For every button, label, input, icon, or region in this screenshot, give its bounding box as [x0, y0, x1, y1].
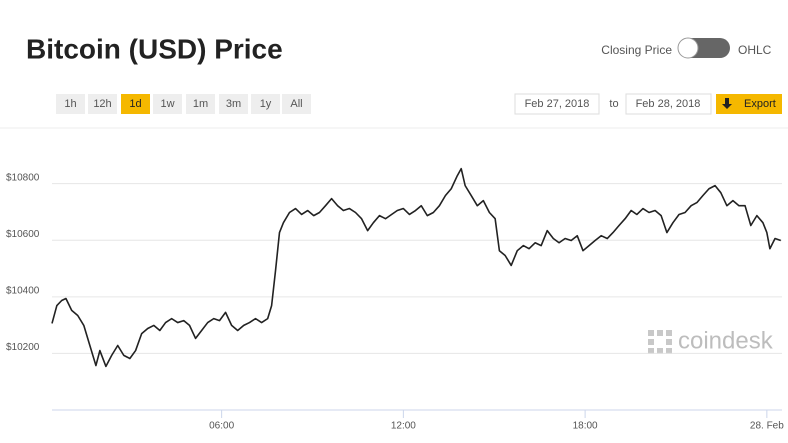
x-tick-label: 06:00: [209, 421, 234, 432]
export-icon: [722, 98, 732, 109]
range-label: 1d: [129, 98, 141, 110]
y-tick-label: $10400: [6, 285, 40, 296]
range-button[interactable]: [186, 94, 215, 114]
watermark-dot: [648, 330, 654, 336]
range-button[interactable]: [121, 94, 150, 114]
chart-title: Bitcoin (USD) Price: [26, 33, 283, 64]
range-label: 1y: [260, 98, 272, 110]
x-tick-label: 28. Feb: [750, 421, 784, 432]
range-button[interactable]: [88, 94, 117, 114]
range-label: 1m: [193, 98, 208, 110]
range-label: 1h: [64, 98, 76, 110]
date-to: Feb 28, 2018: [636, 98, 701, 110]
x-tick-label: 12:00: [391, 421, 416, 432]
range-button[interactable]: [56, 94, 85, 114]
range-label: 12h: [93, 98, 111, 110]
range-label: All: [290, 98, 302, 110]
date-separator: to: [609, 98, 618, 110]
range-label: 3m: [226, 98, 241, 110]
price-line: [51, 167, 782, 368]
y-tick-label: $10200: [6, 342, 40, 353]
watermark-dot: [648, 339, 654, 345]
export-button[interactable]: [716, 94, 782, 114]
toggle-left-label: Closing Price: [601, 43, 672, 57]
watermark: coindesk: [648, 327, 774, 354]
range-button[interactable]: [153, 94, 182, 114]
date-from: Feb 27, 2018: [525, 98, 590, 110]
watermark-dot: [666, 348, 672, 354]
range-button[interactable]: [282, 94, 311, 114]
date-input[interactable]: [514, 93, 600, 115]
y-tick-label: $10800: [6, 172, 40, 183]
range-button[interactable]: [251, 94, 280, 114]
watermark-dot: [657, 348, 663, 354]
range-label: 1w: [160, 98, 174, 110]
date-input[interactable]: [625, 93, 712, 115]
watermark-text: coindesk: [678, 327, 774, 354]
watermark-dot: [657, 330, 663, 336]
y-tick-label: $10600: [6, 229, 40, 240]
toggle-knob[interactable]: [677, 37, 699, 59]
x-tick-label: 18:00: [573, 421, 598, 432]
toggle-right-label: OHLC: [738, 43, 772, 57]
watermark-dot: [648, 348, 654, 354]
export-label: Export: [744, 98, 776, 110]
watermark-dot: [666, 339, 672, 345]
watermark-dot: [666, 330, 672, 336]
toggle[interactable]: [677, 37, 730, 59]
range-button[interactable]: [219, 94, 248, 114]
